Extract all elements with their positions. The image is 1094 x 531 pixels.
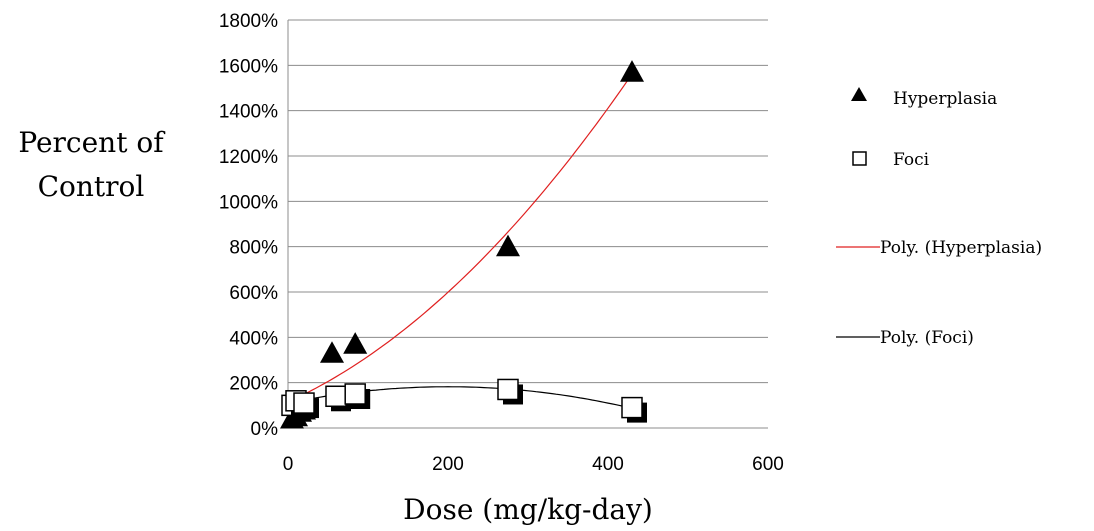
foci-point: [344, 383, 366, 405]
x-tick-label: 600: [752, 454, 784, 475]
x-tick-label: 200: [432, 454, 464, 475]
foci-point: [293, 392, 315, 414]
y-tick-label: 1000%: [219, 192, 278, 213]
x-tick-label: 400: [592, 454, 624, 475]
y-tick-label: 0%: [251, 419, 279, 440]
y-tick-label: 600%: [229, 283, 278, 304]
y-axis-title-line2: Control: [38, 170, 145, 203]
foci-point: [325, 385, 347, 408]
x-axis-title: Dose (mg/kg-day): [403, 493, 653, 526]
y-axis-title-line1: Percent of: [18, 126, 166, 159]
x-axis-ticks: 0 200 400 600: [283, 454, 784, 475]
legend-label-foci: Foci: [893, 150, 930, 170]
hyperplasia-point: [320, 341, 344, 363]
legend-marker-foci: [852, 151, 867, 166]
legend: Hyperplasia Foci Poly. (Hyperplasia) Pol…: [836, 87, 1042, 348]
y-tick-label: 1200%: [219, 147, 278, 168]
y-tick-label: 400%: [229, 328, 278, 349]
legend-marker-hyperplasia: [851, 87, 867, 101]
legend-label-poly-hyperplasia: Poly. (Hyperplasia): [880, 238, 1042, 258]
y-tick-label: 200%: [229, 374, 278, 395]
y-tick-label: 1800%: [219, 11, 278, 32]
hyperplasia-point: [343, 332, 368, 354]
hyperplasia-point: [620, 60, 644, 82]
data-points: [280, 60, 647, 429]
legend-label-hyperplasia: Hyperplasia: [893, 89, 997, 109]
y-tick-label: 800%: [229, 238, 278, 259]
x-tick-label: 0: [283, 454, 294, 475]
trendline: [287, 73, 633, 403]
y-axis-ticks: 0% 200% 400% 600% 800% 1000% 1200% 1400% 1600% 18…: [219, 11, 278, 440]
foci-point: [497, 378, 519, 401]
foci-point: [621, 396, 643, 419]
y-tick-label: 1400%: [219, 102, 278, 123]
legend-label-poly-foci: Poly. (Foci): [880, 328, 974, 348]
y-tick-label: 1600%: [219, 56, 278, 77]
hyperplasia-point: [496, 234, 520, 257]
grid-lines: [287, 19, 768, 429]
